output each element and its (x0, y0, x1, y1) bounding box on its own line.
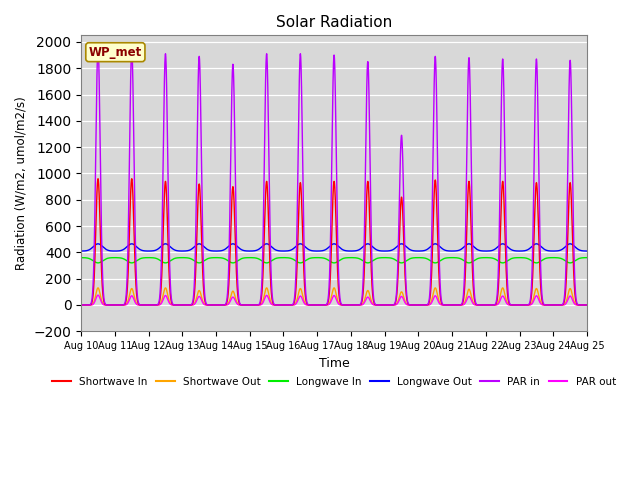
PAR out (94, 292, 102, 298)
Shortwave In (168, 301, 176, 307)
Longwave Out (476, 248, 484, 253)
Shortwave In (582, 302, 590, 308)
Shortwave Out (77, 302, 85, 308)
Shortwave In (583, 302, 591, 308)
Longwave Out (583, 248, 591, 254)
Y-axis label: Radiation (W/m2, umol/m2/s): Radiation (W/m2, umol/m2/s) (15, 96, 28, 270)
Longwave In (77, 255, 85, 261)
Line: PAR out: PAR out (81, 295, 587, 305)
PAR in (94, 44, 102, 50)
Title: Solar Radiation: Solar Radiation (276, 15, 392, 30)
Longwave In (476, 255, 484, 261)
Longwave Out (168, 245, 176, 251)
Longwave Out (419, 248, 427, 253)
Shortwave Out (447, 302, 455, 308)
Shortwave Out (168, 302, 176, 308)
Longwave Out (447, 248, 455, 254)
PAR in (582, 302, 590, 308)
Line: Shortwave Out: Shortwave Out (81, 288, 587, 305)
Longwave Out (94, 241, 102, 247)
PAR out (315, 302, 323, 308)
Longwave In (447, 255, 455, 261)
Longwave In (94, 260, 102, 266)
Line: PAR in: PAR in (81, 47, 587, 305)
PAR in (447, 302, 455, 308)
PAR out (476, 302, 484, 308)
Longwave In (168, 257, 176, 263)
PAR in (77, 302, 85, 308)
Legend: Shortwave In, Shortwave Out, Longwave In, Longwave Out, PAR in, PAR out: Shortwave In, Shortwave Out, Longwave In… (48, 373, 620, 391)
PAR out (419, 302, 427, 308)
Shortwave Out (476, 302, 484, 308)
X-axis label: Time: Time (319, 357, 349, 370)
Shortwave Out (315, 302, 323, 308)
Shortwave Out (419, 302, 427, 308)
Line: Longwave In: Longwave In (81, 258, 587, 263)
Line: Shortwave In: Shortwave In (81, 179, 587, 305)
Shortwave In (94, 176, 102, 181)
PAR out (447, 302, 455, 308)
PAR out (583, 302, 591, 308)
Longwave In (583, 255, 591, 261)
Shortwave Out (583, 302, 591, 308)
Shortwave In (419, 302, 427, 308)
Shortwave Out (381, 302, 388, 308)
Longwave In (419, 255, 427, 261)
PAR out (582, 302, 590, 308)
PAR in (419, 302, 427, 308)
Longwave Out (77, 248, 85, 254)
PAR in (315, 302, 323, 308)
PAR out (212, 302, 220, 308)
PAR in (476, 302, 484, 308)
Longwave In (315, 255, 323, 261)
Shortwave Out (94, 285, 102, 291)
Longwave In (582, 255, 590, 261)
Shortwave Out (582, 302, 590, 308)
PAR in (583, 302, 591, 308)
PAR out (77, 302, 85, 308)
PAR out (168, 302, 176, 308)
PAR in (168, 300, 176, 305)
Line: Longwave Out: Longwave Out (81, 244, 587, 251)
Text: WP_met: WP_met (89, 46, 142, 59)
Shortwave In (315, 302, 323, 308)
Shortwave In (381, 302, 388, 308)
Shortwave In (77, 302, 85, 308)
Longwave Out (582, 248, 590, 254)
Longwave Out (315, 248, 323, 254)
Shortwave In (447, 302, 455, 308)
Shortwave In (476, 302, 484, 308)
PAR in (381, 302, 388, 308)
